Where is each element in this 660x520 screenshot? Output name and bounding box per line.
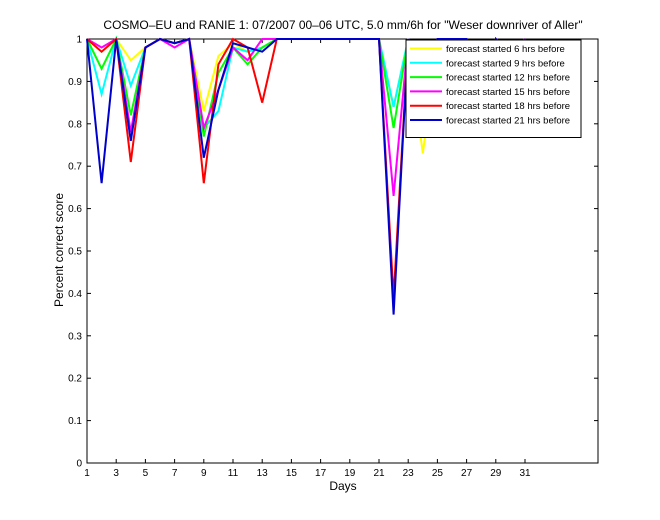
x-tick-label: 9: [201, 468, 207, 479]
legend-entry-label: forecast started 6 hrs before: [446, 44, 565, 55]
legend-entry-label: forecast started 15 hrs before: [446, 87, 570, 98]
chart-legend: forecast started 6 hrs before forecast st…: [405, 39, 582, 138]
x-tick-label: 13: [257, 468, 269, 479]
y-tick-label: 0.6: [68, 204, 82, 215]
x-tick-label: 25: [432, 468, 444, 479]
x-tick-label: 3: [113, 468, 119, 479]
legend-entry-label: forecast started 21 hrs before: [446, 116, 570, 127]
legend-box: [405, 39, 582, 138]
x-tick-label: 21: [373, 468, 385, 479]
x-tick-label: 19: [344, 468, 356, 479]
y-tick-label: 0.3: [68, 331, 82, 342]
x-tick-label: 27: [461, 468, 473, 479]
series-lines: [86, 35, 526, 315]
y-tick-label: 0: [76, 459, 82, 470]
x-tick-label: 11: [228, 468, 239, 479]
x-tick-label: 5: [143, 468, 149, 479]
x-tick-label: 17: [315, 468, 327, 479]
x-tick-label: 7: [172, 468, 178, 479]
chart-title: COSMO–EU and RANIE 1: 07/2007 00–06 UTC,…: [103, 18, 582, 32]
series-line-6: [86, 37, 526, 315]
x-tick-label: 23: [403, 468, 415, 479]
legend-entry-label: forecast started 12 hrs before: [446, 73, 570, 84]
y-tick-label: 0.2: [68, 374, 82, 385]
legend-entry-label: forecast started 18 hrs before: [446, 101, 570, 112]
plot-axes: 1 3 5 7 9 11 13 15 17 19 21 23 25 27 29 3100.10.20.30.4…: [68, 35, 599, 479]
x-tick-label: 15: [286, 468, 298, 479]
y-tick-label: 0.8: [68, 119, 82, 130]
legend-entry-label: forecast started 9 hrs before: [446, 58, 565, 69]
y-axis-label: Percent correct score: [52, 193, 66, 307]
y-tick-label: 0.4: [68, 289, 82, 300]
x-tick-label: 31: [519, 468, 531, 479]
y-tick-label: 0.1: [68, 416, 82, 427]
y-tick-label: 0.9: [68, 77, 82, 88]
y-tick-label: 0.7: [68, 162, 82, 173]
x-axis-label: Days: [329, 479, 356, 493]
y-tick-label: 0.5: [68, 247, 82, 258]
y-tick-label: 1: [76, 35, 82, 46]
x-tick-label: 1: [84, 468, 90, 479]
x-tick-label: 29: [490, 468, 502, 479]
